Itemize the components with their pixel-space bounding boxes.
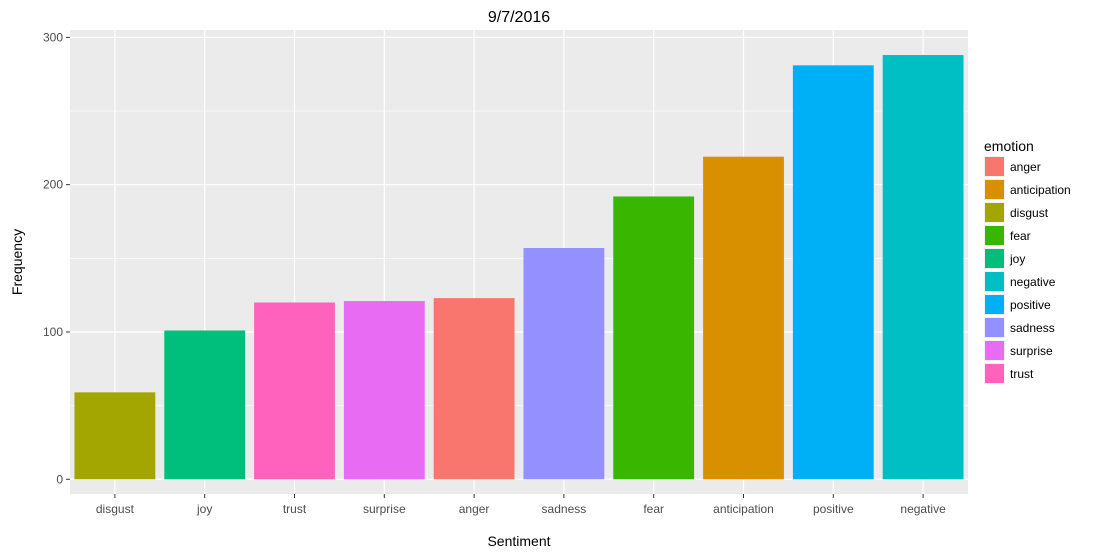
x-tick-label: surprise bbox=[363, 502, 406, 516]
legend-swatch-positive bbox=[985, 295, 1004, 314]
bar-negative bbox=[882, 55, 964, 480]
bar-anticipation bbox=[703, 156, 784, 480]
x-tick-label: fear bbox=[643, 502, 664, 516]
x-tick-label: trust bbox=[283, 502, 307, 516]
legend-swatch-surprise bbox=[985, 341, 1004, 360]
legend-label-surprise: surprise bbox=[1010, 344, 1053, 358]
x-tick-label: sadness bbox=[542, 502, 587, 516]
y-axis-title: Frequency bbox=[9, 229, 25, 295]
x-tick-label: anger bbox=[459, 502, 490, 516]
x-tick-label: anticipation bbox=[713, 502, 774, 516]
bar-sadness bbox=[523, 248, 605, 480]
legend-label-joy: joy bbox=[1009, 252, 1025, 266]
legend-swatch-negative bbox=[985, 272, 1004, 291]
legend-swatch-anticipation bbox=[985, 180, 1004, 199]
legend-label-trust: trust bbox=[1010, 367, 1034, 381]
x-tick-label: joy bbox=[196, 502, 212, 516]
x-axis: disgust joy trust surprise anger sadness fear a… bbox=[96, 494, 946, 516]
x-axis-title: Sentiment bbox=[487, 533, 550, 549]
y-tick-label: 100 bbox=[43, 325, 63, 339]
bar-anger bbox=[433, 298, 515, 480]
bars bbox=[74, 55, 964, 480]
legend-swatch-anger bbox=[985, 157, 1004, 176]
y-tick-label: 300 bbox=[43, 30, 63, 44]
x-tick-label: disgust bbox=[96, 502, 135, 516]
y-tick-label: 0 bbox=[56, 472, 63, 486]
bar-fear bbox=[613, 196, 695, 480]
legend-label-positive: positive bbox=[1010, 298, 1051, 312]
bar-disgust bbox=[74, 392, 156, 480]
bar-joy bbox=[164, 330, 246, 480]
legend-label-fear: fear bbox=[1010, 229, 1031, 243]
legend-label-negative: negative bbox=[1010, 275, 1056, 289]
bar-trust bbox=[254, 302, 335, 480]
x-tick-label: negative bbox=[900, 502, 946, 516]
legend-label-sadness: sadness bbox=[1010, 321, 1055, 335]
legend-swatch-trust bbox=[985, 364, 1004, 383]
bar-positive bbox=[792, 65, 874, 480]
bar-surprise bbox=[343, 301, 425, 480]
legend-swatch-fear bbox=[985, 226, 1004, 245]
chart-title: 9/7/2016 bbox=[488, 9, 550, 26]
legend-swatch-sadness bbox=[985, 318, 1004, 337]
x-tick-label: positive bbox=[813, 502, 854, 516]
y-tick-label: 200 bbox=[43, 178, 63, 192]
legend-label-anger: anger bbox=[1010, 160, 1041, 174]
y-axis: 0 100 200 300 bbox=[43, 30, 70, 486]
legend-swatch-disgust bbox=[985, 203, 1004, 222]
legend-label-disgust: disgust bbox=[1010, 206, 1049, 220]
legend-swatch-joy bbox=[985, 249, 1004, 268]
legend-label-anticipation: anticipation bbox=[1010, 183, 1071, 197]
legend-title: emotion bbox=[984, 138, 1034, 154]
legend: emotion anger anticipation disgust fear joy n… bbox=[984, 138, 1071, 384]
